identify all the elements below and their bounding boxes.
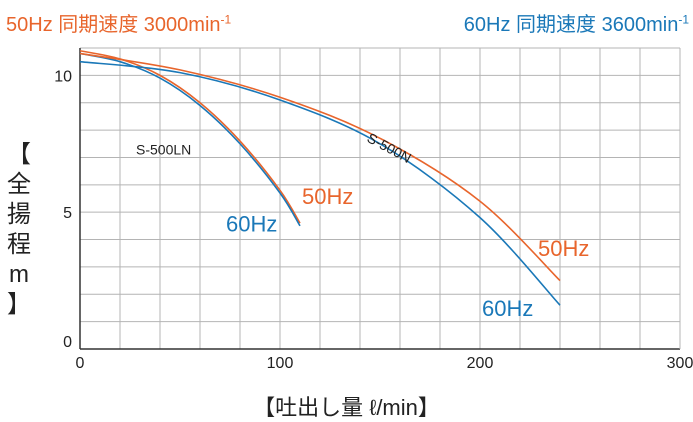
x-axis-label: 【吐出し量 ℓ/min】 — [253, 395, 440, 420]
header-50hz: 50Hz 同期速度 3000min-1 — [6, 8, 231, 37]
y-axis-label-char: 揚 — [7, 201, 31, 228]
annotation-label: 50Hz — [538, 236, 589, 261]
y-axis-label-char: 【 — [7, 141, 31, 168]
annotation-label: S-500N — [365, 130, 414, 166]
series-line-s-500n-50hz — [79, 52, 561, 282]
series-line-s-500ln-60hz — [79, 52, 301, 227]
annotation-label: 60Hz — [482, 296, 533, 321]
y-axis-label-char: 】 — [7, 291, 31, 318]
x-tick-label: 300 — [667, 355, 693, 372]
y-tick-label: 5 — [63, 205, 72, 222]
header-60hz-text: 60Hz 同期速度 3600min — [463, 14, 679, 36]
annotation-label: 50Hz — [302, 184, 353, 209]
y-axis-label-char: 程 — [7, 231, 31, 258]
y-tick-label: 0 — [63, 334, 72, 351]
x-tick-label: 0 — [76, 355, 85, 372]
y-axis-label-char: 全 — [7, 171, 31, 198]
annotation-label: S-500LN — [136, 142, 191, 158]
series-line-s-500n-60hz — [79, 60, 561, 306]
series-line-s-500ln-50hz — [79, 49, 301, 224]
header-50hz-exponent: -1 — [220, 12, 232, 27]
header-60hz: 60Hz 同期速度 3600min-1 — [464, 8, 689, 37]
y-tick-label: 10 — [54, 68, 72, 85]
y-axis-label: 【 全 揚 程 m 】 — [6, 140, 32, 320]
y-axis-label-char: m — [9, 261, 29, 288]
header-60hz-exponent: -1 — [678, 12, 689, 27]
annotation-label: 60Hz — [226, 211, 277, 236]
header-50hz-text: 50Hz 同期速度 3000min — [6, 14, 221, 36]
x-tick-label: 200 — [467, 355, 494, 372]
x-tick-label: 100 — [267, 355, 294, 372]
